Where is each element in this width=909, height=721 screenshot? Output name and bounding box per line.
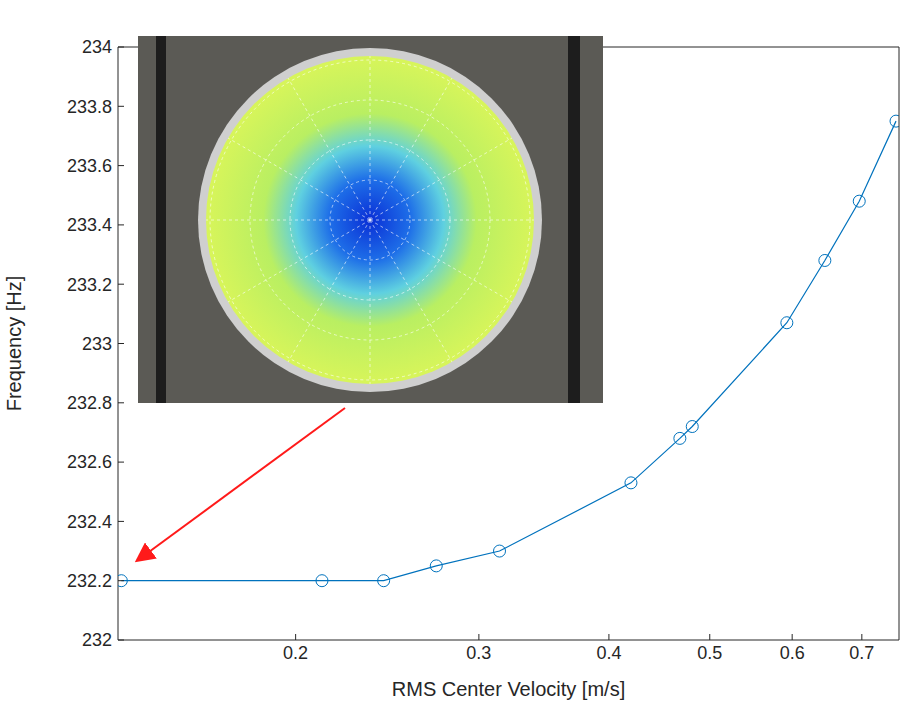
svg-text:0.5: 0.5 <box>697 643 722 663</box>
svg-text:0.6: 0.6 <box>780 643 805 663</box>
svg-text:0.3: 0.3 <box>466 643 491 663</box>
svg-text:0.4: 0.4 <box>596 643 621 663</box>
svg-text:RMS Center Velocity [m/s]: RMS Center Velocity [m/s] <box>392 678 625 700</box>
svg-text:233.4: 233.4 <box>67 215 112 235</box>
svg-text:233: 233 <box>82 334 112 354</box>
svg-text:232.8: 232.8 <box>67 393 112 413</box>
svg-text:232.2: 232.2 <box>67 571 112 591</box>
svg-text:232.6: 232.6 <box>67 452 112 472</box>
svg-text:234: 234 <box>82 37 112 57</box>
svg-text:0.7: 0.7 <box>849 643 874 663</box>
svg-text:Frequency [Hz]: Frequency [Hz] <box>3 276 25 412</box>
svg-text:0.2: 0.2 <box>283 643 308 663</box>
svg-text:233.8: 233.8 <box>67 97 112 117</box>
svg-text:232.4: 232.4 <box>67 512 112 532</box>
svg-text:233.2: 233.2 <box>67 275 112 295</box>
svg-text:232: 232 <box>82 630 112 650</box>
svg-text:233.6: 233.6 <box>67 156 112 176</box>
